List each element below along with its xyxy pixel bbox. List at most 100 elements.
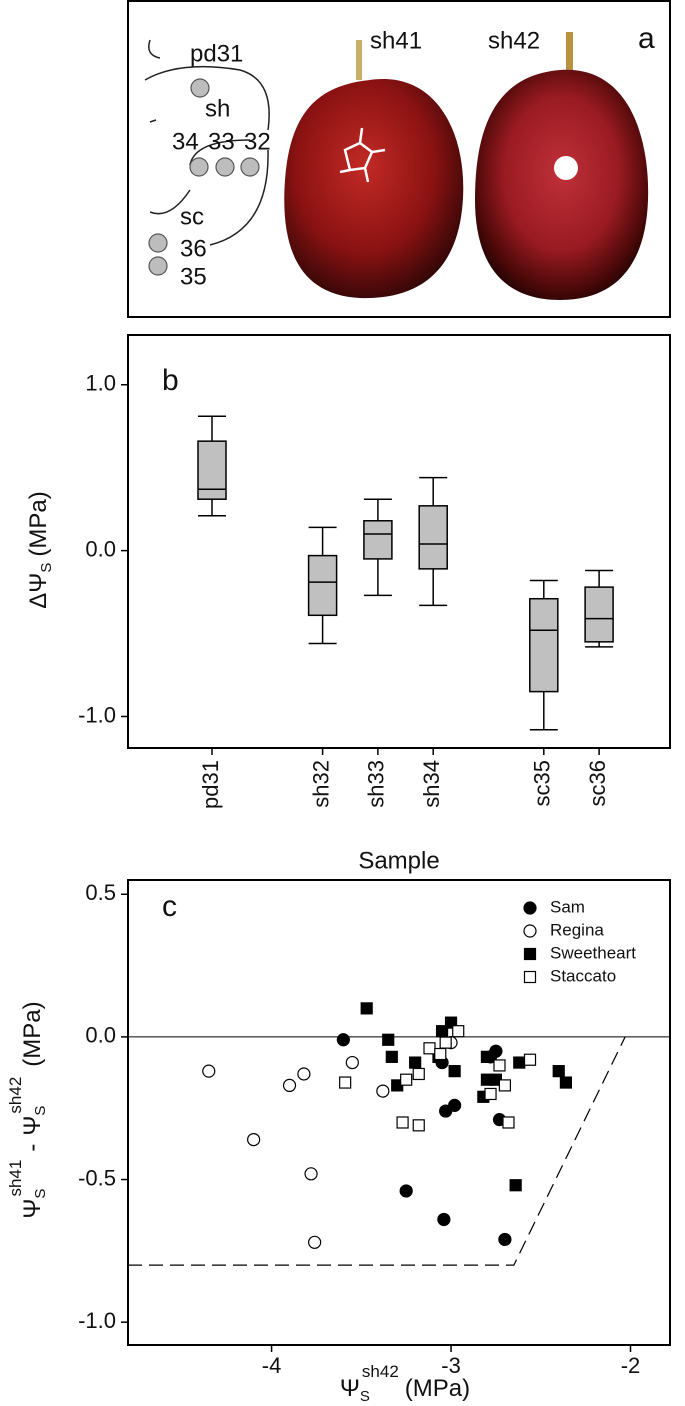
- legend-label: Staccato: [550, 966, 616, 985]
- marker: [552, 1065, 565, 1078]
- label: 32: [244, 128, 271, 155]
- legend-marker: [523, 970, 537, 984]
- marker: [336, 1033, 350, 1047]
- box: [307, 554, 338, 617]
- marker: [480, 1050, 494, 1063]
- label-part: S: [38, 563, 55, 573]
- marker: [304, 1167, 318, 1181]
- box: [197, 440, 227, 500]
- marker: [412, 1119, 425, 1132]
- marker: [452, 1025, 465, 1038]
- panel-label: a: [638, 22, 655, 55]
- x-tick-label: sh33: [364, 760, 389, 808]
- x-tick-label: sc36: [585, 760, 610, 806]
- marker: [297, 1067, 311, 1081]
- threshold-line: [128, 1036, 626, 1266]
- marker: [439, 1036, 452, 1049]
- label-part: ΔΨ: [25, 573, 52, 609]
- label: sc: [180, 203, 204, 230]
- label-part: S: [32, 1106, 49, 1116]
- box: [363, 520, 393, 560]
- marker: [523, 1053, 537, 1066]
- marker: [498, 1232, 512, 1247]
- y-axis-label: ΨSsh41-ΨSsh42(MPa): [6, 1001, 48, 1218]
- marker: [423, 1042, 436, 1055]
- label-part: Ψ: [19, 1199, 46, 1219]
- marker: [559, 1076, 573, 1089]
- marker: [385, 1050, 398, 1063]
- y-tick-label: -1.0: [78, 1308, 116, 1333]
- label-part: S: [32, 1189, 49, 1199]
- marker: [493, 1059, 506, 1072]
- marker: [437, 1212, 451, 1227]
- label: pd31: [190, 40, 243, 67]
- x-axis-label: ΨSsh42 (MPa): [340, 1362, 470, 1404]
- cherry-photo: [475, 69, 649, 301]
- x-tick-label: sh34: [419, 760, 444, 808]
- label-part: sh42: [6, 1077, 25, 1114]
- label-part: S: [360, 1388, 370, 1405]
- panel-a: pd31 sh 34 33 32 sc 36 35 sh41 sh42 a: [127, 0, 671, 318]
- marker: [513, 1056, 526, 1069]
- label-part: Ψ: [340, 1375, 360, 1402]
- legend-label: Sweetheart: [550, 943, 636, 962]
- box: [418, 505, 448, 570]
- label-part: -: [19, 1144, 46, 1152]
- label-part: sh41: [6, 1160, 25, 1197]
- label: 35: [180, 263, 207, 290]
- plot-frame: [127, 334, 671, 749]
- x-tick-label: -3: [441, 1353, 461, 1378]
- y-tick-label: 0.0: [85, 536, 116, 561]
- label: 34: [172, 128, 199, 155]
- y-tick-label: 0.5: [85, 880, 116, 905]
- label-part: Ψ: [19, 1116, 46, 1136]
- marker: [400, 1073, 413, 1086]
- label: 33: [208, 128, 235, 155]
- stem: [356, 40, 362, 80]
- marker: [435, 1025, 449, 1038]
- sample-dots: [148, 78, 260, 276]
- marker: [247, 1133, 261, 1147]
- x-tick-label: sh32: [308, 760, 333, 808]
- x-tick-label: sc35: [530, 760, 555, 806]
- marker: [509, 1179, 522, 1192]
- photo-label: sh41: [370, 27, 422, 54]
- label-part: (MPa): [405, 1375, 470, 1402]
- marker: [409, 1056, 422, 1069]
- box: [584, 586, 614, 643]
- legend-label: Regina: [550, 920, 604, 939]
- marker: [382, 1033, 395, 1046]
- marker: [502, 1116, 515, 1129]
- marker: [448, 1065, 461, 1078]
- x-axis-label: Sample: [358, 847, 439, 874]
- panel-label: c: [162, 890, 177, 923]
- x-tick-label: -4: [262, 1353, 282, 1378]
- marker: [448, 1098, 462, 1112]
- marker: [484, 1087, 497, 1101]
- y-tick-label: 0.0: [85, 1023, 116, 1048]
- box: [529, 597, 559, 693]
- panel-label: b: [162, 364, 179, 397]
- marker: [396, 1116, 409, 1129]
- marker: [434, 1047, 447, 1061]
- label: 36: [180, 235, 207, 262]
- marker: [412, 1067, 425, 1081]
- crack: [339, 127, 386, 183]
- marker: [345, 1055, 359, 1070]
- marker: [339, 1076, 352, 1089]
- label: sh: [205, 95, 230, 122]
- y-tick-label: -0.5: [78, 1165, 116, 1190]
- legend-label: Sam: [550, 897, 585, 916]
- legend-marker: [523, 924, 537, 938]
- label-part: sh42: [362, 1362, 399, 1381]
- x-tick-label: pd31: [198, 760, 223, 809]
- marker: [399, 1184, 413, 1198]
- marker: [202, 1064, 216, 1078]
- y-axis-label: ΔΨS (MPa): [25, 491, 55, 608]
- label-part: (MPa): [19, 1001, 46, 1066]
- legend-marker: [523, 901, 537, 915]
- label-part: (MPa): [25, 491, 52, 556]
- marker: [376, 1084, 390, 1098]
- photo-label: sh42: [488, 27, 540, 54]
